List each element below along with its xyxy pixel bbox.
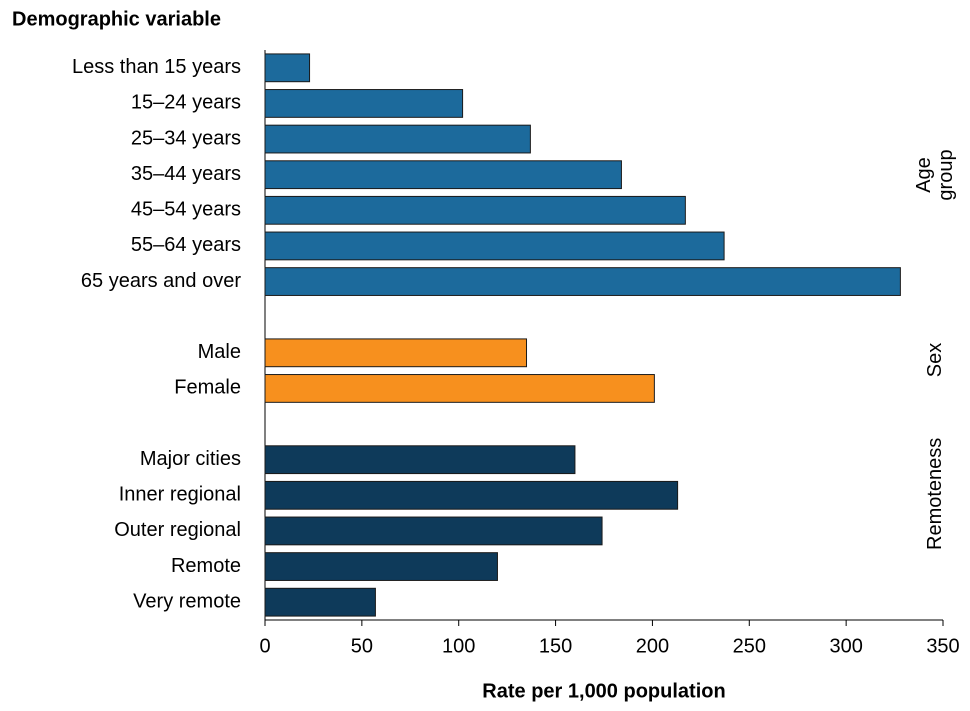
y-tick-label: Male [198, 341, 241, 363]
x-tick-label: 300 [829, 635, 862, 657]
bar [264, 516, 603, 546]
y-tick-label: Less than 15 years [72, 56, 241, 78]
y-tick-label: 55–64 years [131, 234, 241, 256]
group-label-text: Remoteness [924, 437, 946, 550]
y-tick-label: Inner regional [119, 484, 241, 506]
x-axis-title: Rate per 1,000 population [482, 680, 725, 702]
y-tick-label: Major cities [140, 448, 241, 470]
bar [264, 374, 655, 403]
bar [264, 480, 679, 510]
bar [264, 587, 376, 617]
bar [264, 267, 901, 296]
x-tick-label: 250 [733, 635, 766, 657]
chart-title: Demographic variable [12, 8, 221, 30]
x-tick-label: 50 [351, 635, 373, 657]
y-tick-label: 35–44 years [131, 163, 241, 185]
y-tick-label: 25–34 years [131, 127, 241, 149]
x-tick-label: 350 [926, 635, 959, 657]
group-label-text: Sex [924, 342, 946, 377]
y-tick-label: Outer regional [114, 519, 241, 541]
group-label: Age group [913, 75, 957, 275]
x-tick-label: 150 [539, 635, 572, 657]
bar [264, 53, 311, 83]
bar [264, 160, 622, 190]
y-tick-label: 15–24 years [131, 92, 241, 114]
y-tick-label: 45–54 years [131, 199, 241, 221]
group-label: Remoteness [924, 420, 946, 620]
bar [264, 89, 464, 118]
x-tick-label: 200 [636, 635, 669, 657]
y-tick-label: Female [174, 377, 241, 399]
bar [264, 445, 576, 475]
bar [264, 195, 686, 225]
x-tick-label: 100 [442, 635, 475, 657]
bar [264, 124, 531, 154]
y-tick-label: Remote [171, 555, 241, 577]
group-label-text: Age group [913, 149, 957, 201]
y-tick-label: Very remote [133, 590, 241, 612]
bar [264, 231, 725, 261]
x-tick-label: 0 [259, 635, 270, 657]
y-tick-label: 65 years and over [81, 270, 241, 292]
bar [264, 552, 498, 581]
bar [264, 338, 528, 368]
